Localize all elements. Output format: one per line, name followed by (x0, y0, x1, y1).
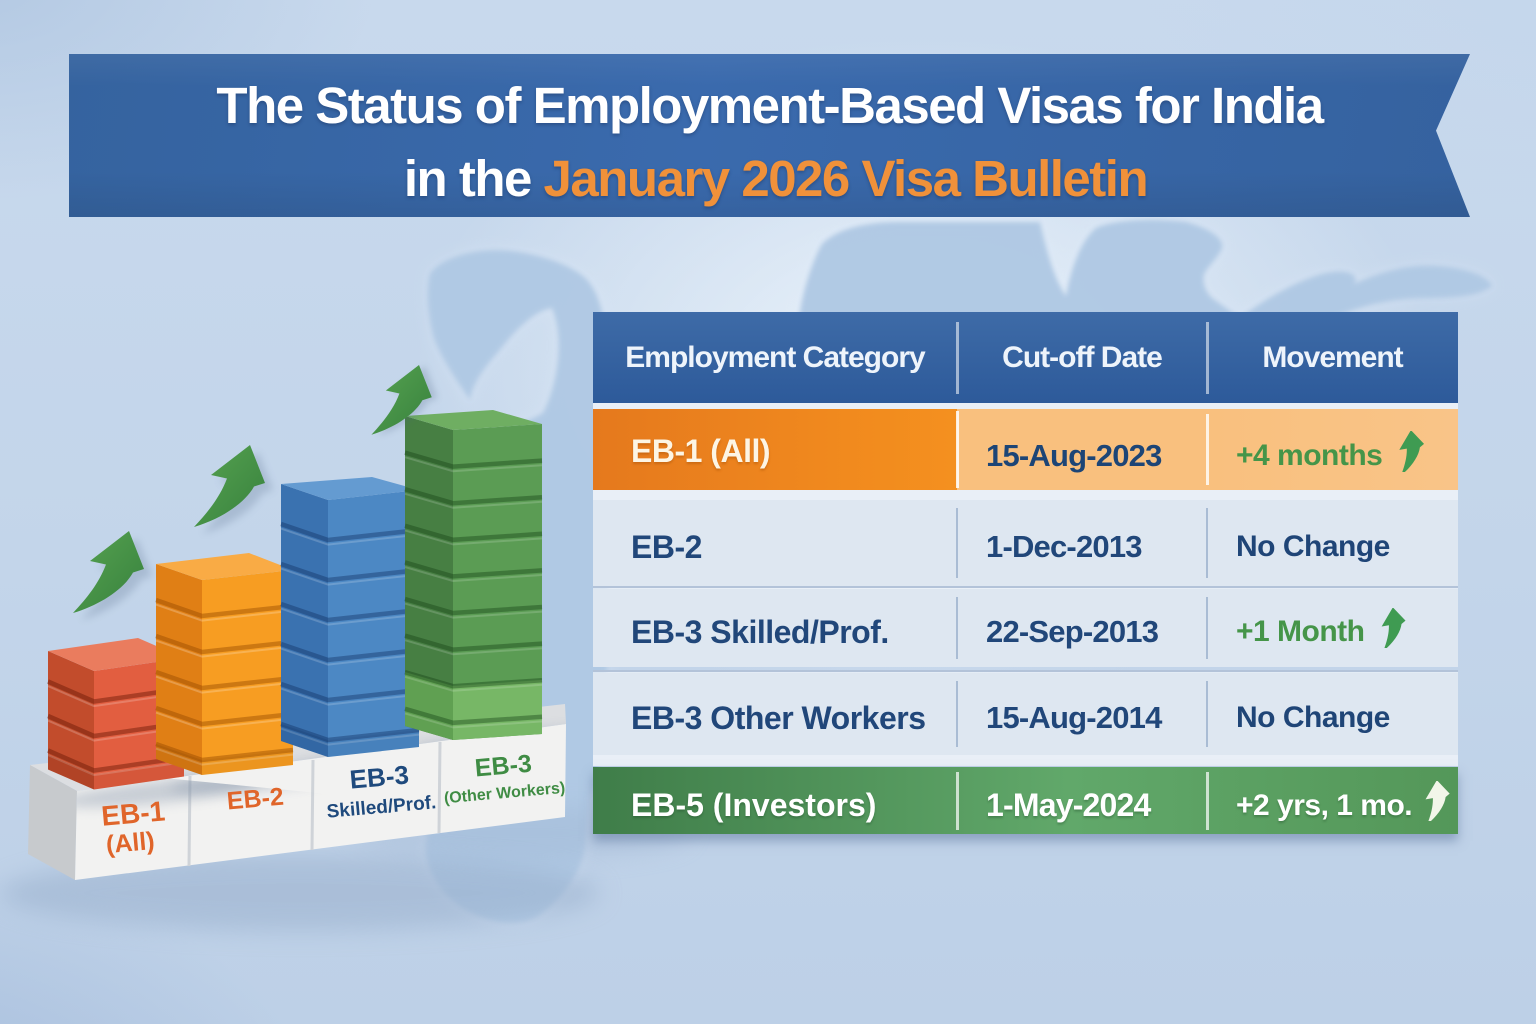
svg-text:EB-2: EB-2 (226, 783, 285, 816)
svg-text:EB-3: EB-3 (474, 750, 533, 783)
svg-text:EB-3: EB-3 (348, 760, 410, 795)
svg-text:EB-1: EB-1 (100, 795, 166, 831)
svg-text:(All): (All) (105, 827, 156, 859)
